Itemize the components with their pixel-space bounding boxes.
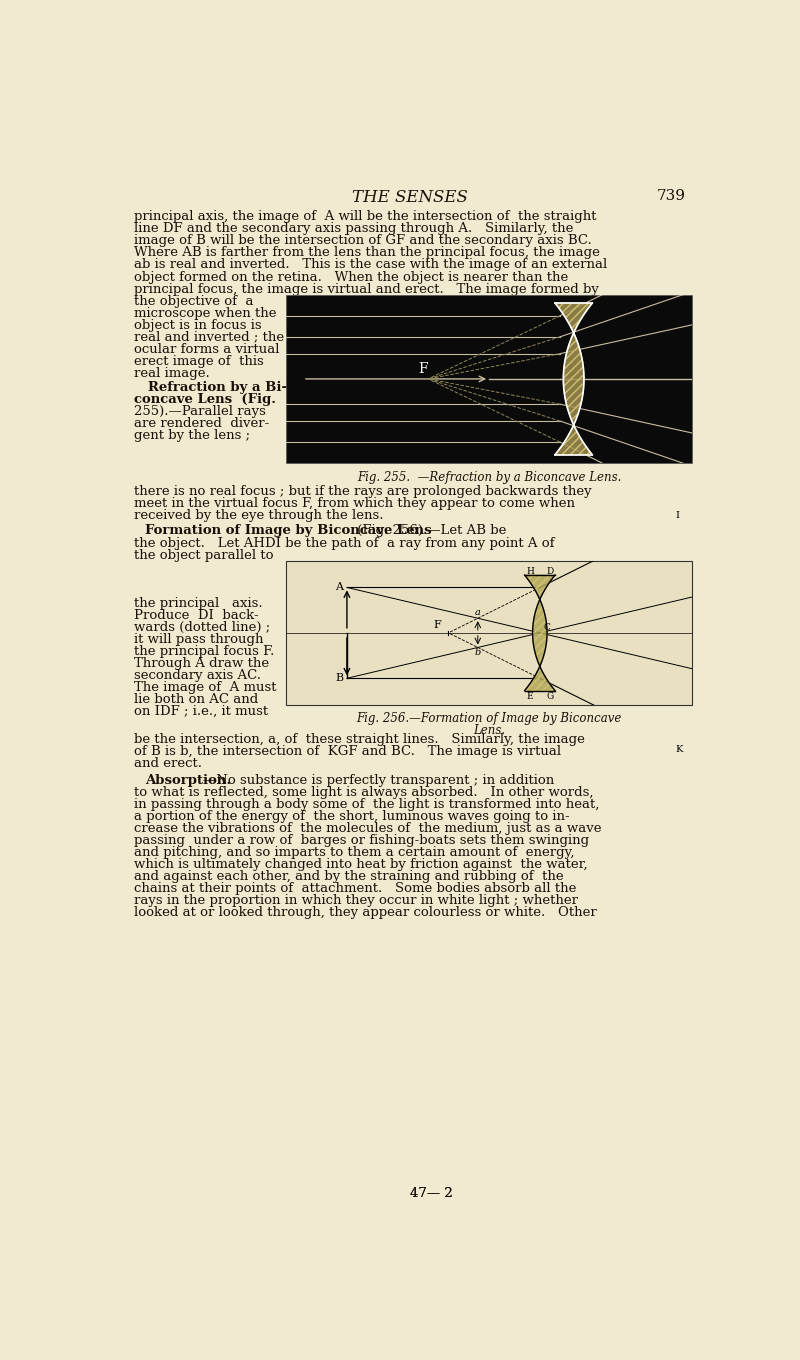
Text: concave Lens  (Fig.: concave Lens (Fig.: [134, 393, 276, 407]
Text: of B is b, the intersection of  KGF and BC.   The image is virtual: of B is b, the intersection of KGF and B…: [134, 745, 562, 759]
Text: THE SENSES: THE SENSES: [352, 189, 468, 207]
Text: gent by the lens ;: gent by the lens ;: [134, 430, 250, 442]
Text: the principal focus F.: the principal focus F.: [134, 645, 274, 658]
Text: meet in the virtual focus F, from which they appear to come when: meet in the virtual focus F, from which …: [134, 498, 575, 510]
Text: crease the vibrations of  the molecules of  the medium, just as a wave: crease the vibrations of the molecules o…: [134, 821, 602, 835]
Text: Where AB is farther from the lens than the principal focus, the image: Where AB is farther from the lens than t…: [134, 246, 600, 260]
Text: principal focus, the image is virtual and erect.   The image formed by: principal focus, the image is virtual an…: [134, 283, 599, 295]
Text: wards (dotted line) ;: wards (dotted line) ;: [134, 620, 270, 634]
Text: Refraction by a Bi-: Refraction by a Bi-: [134, 381, 287, 394]
Text: (Fig. 256).—Let AB be: (Fig. 256).—Let AB be: [353, 525, 506, 537]
Text: the object.   Let AHDI be the path of  a ray from any point A of: the object. Let AHDI be the path of a ra…: [134, 537, 554, 549]
Text: principal axis, the image of  A will be the intersection of  the straight: principal axis, the image of A will be t…: [134, 211, 597, 223]
Text: which is ultimately changed into heat by friction against  the water,: which is ultimately changed into heat by…: [134, 858, 588, 870]
Text: secondary axis AC.: secondary axis AC.: [134, 669, 261, 681]
Text: it will pass through: it will pass through: [134, 632, 264, 646]
Text: real image.: real image.: [134, 367, 210, 379]
Text: ocular forms a virtual: ocular forms a virtual: [134, 343, 280, 356]
Text: image of B will be the intersection of GF and the secondary axis BC.: image of B will be the intersection of G…: [134, 234, 592, 248]
Bar: [286, 560, 692, 704]
Text: the objective of  a: the objective of a: [134, 295, 254, 307]
Text: received by the eye through the lens.: received by the eye through the lens.: [134, 509, 384, 522]
Text: —No substance is perfectly transparent ; in addition: —No substance is perfectly transparent ;…: [203, 774, 554, 786]
Text: the object parallel to: the object parallel to: [134, 548, 274, 562]
Text: Fig. 255.  —Refraction by a Biconcave Lens.: Fig. 255. —Refraction by a Biconcave Len…: [357, 471, 622, 484]
Text: a portion of the energy of  the short, luminous waves going to in-: a portion of the energy of the short, lu…: [134, 809, 570, 823]
Text: be the intersection, a, of  these straight lines.   Similarly, the image: be the intersection, a, of these straigh…: [134, 733, 585, 747]
Text: lie both on AC and: lie both on AC and: [134, 694, 258, 706]
Text: chains at their points of  attachment.   Some bodies absorb all the: chains at their points of attachment. So…: [134, 883, 577, 895]
Text: are rendered  diver-: are rendered diver-: [134, 418, 270, 430]
Text: erect image of  this: erect image of this: [134, 355, 264, 367]
Text: 739: 739: [657, 189, 686, 204]
Text: there is no real focus ; but if the rays are prolonged backwards they: there is no real focus ; but if the rays…: [134, 486, 592, 498]
Text: in passing through a body some of  the light is transformed into heat,: in passing through a body some of the li…: [134, 798, 599, 811]
Text: microscope when the: microscope when the: [134, 306, 277, 320]
Text: Produce  DI  back-: Produce DI back-: [134, 609, 258, 622]
Text: object formed on the retina.   When the object is nearer than the: object formed on the retina. When the ob…: [134, 271, 568, 283]
Text: Formation of Image by Biconcave Lens: Formation of Image by Biconcave Lens: [146, 525, 432, 537]
Text: real and inverted ; the: real and inverted ; the: [134, 330, 284, 344]
Text: Absorption.: Absorption.: [146, 774, 231, 786]
Text: Through A draw the: Through A draw the: [134, 657, 270, 670]
Text: 255).—Parallel rays: 255).—Parallel rays: [134, 405, 266, 418]
Text: looked at or looked through, they appear colourless or white.   Other: looked at or looked through, they appear…: [134, 906, 597, 919]
Text: the principal   axis.: the principal axis.: [134, 597, 262, 609]
Text: ab is real and inverted.   This is the case with the image of an external: ab is real and inverted. This is the cas…: [134, 258, 607, 272]
Text: 47— 2: 47— 2: [410, 1187, 453, 1201]
Text: Fig. 256.—Formation of Image by Biconcave: Fig. 256.—Formation of Image by Biconcav…: [356, 713, 622, 725]
Text: The image of  A must: The image of A must: [134, 681, 277, 694]
Text: line DF and the secondary axis passing through A.   Similarly, the: line DF and the secondary axis passing t…: [134, 223, 574, 235]
Text: 47— 2: 47— 2: [410, 1187, 453, 1201]
Text: rays in the proportion in which they occur in white light ; whether: rays in the proportion in which they occ…: [134, 894, 578, 907]
Text: and pitching, and so imparts to them a certain amount of  energy,: and pitching, and so imparts to them a c…: [134, 846, 574, 860]
Text: on IDF ; i.e., it must: on IDF ; i.e., it must: [134, 704, 268, 718]
Text: passing  under a row of  barges or fishing-boats sets them swinging: passing under a row of barges or fishing…: [134, 834, 590, 847]
Bar: [286, 295, 692, 464]
Text: Lens.: Lens.: [473, 725, 505, 737]
Text: and against each other, and by the straining and rubbing of  the: and against each other, and by the strai…: [134, 870, 564, 883]
Text: to what is reflected, some light is always absorbed.   In other words,: to what is reflected, some light is alwa…: [134, 786, 594, 798]
Text: object is in focus is: object is in focus is: [134, 318, 262, 332]
Text: and erect.: and erect.: [134, 758, 202, 771]
